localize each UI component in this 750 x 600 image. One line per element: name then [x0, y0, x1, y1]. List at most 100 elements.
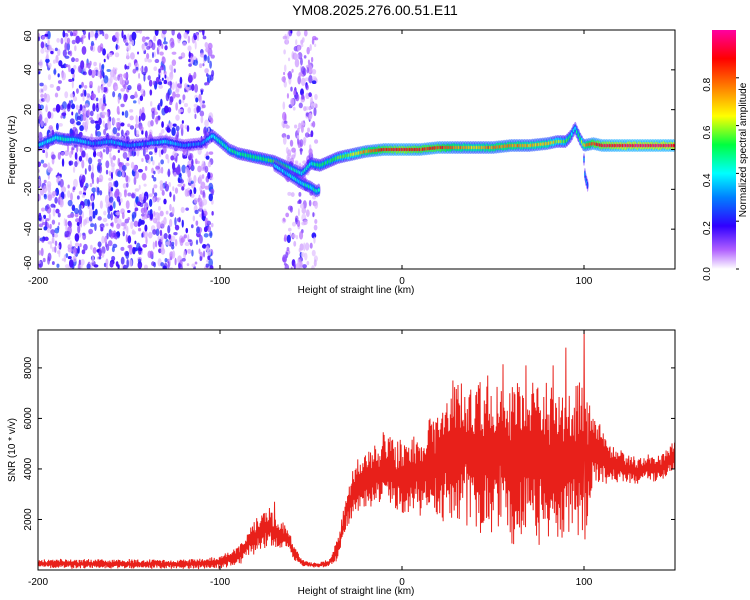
noise-cell	[183, 250, 187, 260]
noise-cell	[96, 151, 102, 157]
noise-cell	[180, 237, 185, 243]
noise-cell	[303, 55, 307, 59]
noise-cell	[45, 105, 48, 113]
noise-cell	[68, 78, 73, 82]
noise-cell	[125, 42, 129, 46]
noise-cell	[168, 181, 172, 188]
noise-cell	[303, 219, 308, 226]
noise-cell	[94, 32, 99, 39]
noise-cell	[42, 257, 46, 263]
noise-cell	[159, 51, 164, 56]
noise-cell	[199, 52, 205, 58]
noise-cell	[134, 240, 137, 245]
x-tick-label: 0	[399, 276, 405, 287]
noise-cell	[306, 67, 310, 74]
noise-cell	[174, 239, 178, 247]
noise-cell	[38, 260, 41, 265]
noise-cell	[47, 194, 53, 202]
noise-cell	[314, 200, 319, 209]
noise-cell	[97, 241, 102, 248]
noise-cell	[72, 255, 77, 263]
noise-cell	[165, 210, 169, 215]
noise-cell	[58, 222, 61, 226]
noise-cell	[114, 69, 117, 75]
noise-cell	[93, 264, 99, 268]
noise-cell	[83, 66, 87, 72]
noise-cell	[108, 170, 112, 176]
noise-cell	[121, 30, 124, 39]
noise-cell	[157, 38, 162, 47]
noise-cell	[69, 150, 73, 159]
noise-cell	[125, 162, 130, 167]
noise-cell	[143, 73, 146, 82]
noise-cell	[70, 67, 75, 75]
noise-cell	[169, 100, 173, 106]
noise-cell	[210, 222, 214, 228]
noise-cell	[90, 223, 95, 228]
noise-cell	[175, 102, 178, 111]
noise-cell	[88, 69, 93, 76]
noise-cell	[161, 77, 164, 81]
noise-cell	[91, 187, 97, 193]
noise-cell	[66, 42, 71, 51]
y-tick-label: -20	[23, 182, 34, 197]
noise-cell	[126, 259, 129, 268]
noise-cell	[67, 236, 71, 240]
noise-cell	[112, 155, 116, 161]
noise-cell	[287, 227, 292, 232]
noise-cell	[296, 219, 301, 228]
noise-cell	[172, 250, 176, 259]
x-tick-label: -200	[28, 276, 48, 287]
noise-cell	[160, 220, 165, 229]
noise-cell	[105, 146, 110, 155]
noise-cell	[93, 61, 97, 67]
noise-cell	[40, 247, 44, 257]
noise-cell	[117, 111, 120, 115]
y-tick-label: 40	[23, 64, 34, 76]
noise-cell	[161, 30, 167, 35]
noise-cell	[137, 51, 140, 55]
noise-cell	[202, 63, 205, 67]
noise-cell	[160, 262, 165, 267]
noise-cell	[38, 250, 42, 256]
noise-cell	[73, 65, 77, 70]
noise-cell	[139, 202, 144, 208]
colorbar: 0.0 0.2 0.4 0.6 0.8 Normalized spectral ampl…	[702, 30, 749, 281]
noise-cell	[119, 162, 124, 166]
noise-cell	[158, 102, 161, 111]
noise-cell	[80, 60, 85, 70]
noise-cell	[174, 224, 180, 231]
noise-cell	[135, 114, 138, 124]
noise-cell	[191, 158, 194, 167]
noise-cell	[127, 33, 130, 40]
noise-cell	[190, 180, 194, 184]
noise-cell	[162, 41, 168, 45]
noise-cell	[314, 219, 318, 224]
colorbar-ticks: 0.0 0.2 0.4 0.6 0.8	[702, 77, 739, 281]
noise-cell	[200, 181, 206, 190]
noise-cell	[68, 259, 74, 268]
noise-cell	[283, 71, 286, 76]
noise-cell	[51, 219, 56, 225]
noise-cell	[117, 264, 120, 269]
noise-cell	[144, 57, 148, 63]
noise-cell	[88, 228, 94, 235]
noise-cell	[313, 236, 316, 244]
noise-cell	[59, 178, 64, 188]
noise-cell	[90, 45, 94, 51]
noise-cell	[43, 179, 47, 184]
noise-cell	[201, 174, 205, 179]
noise-cell	[210, 188, 215, 194]
noise-cell	[44, 49, 50, 53]
noise-cell	[115, 43, 118, 51]
branch-cell-core	[317, 188, 320, 192]
noise-cell	[87, 199, 91, 207]
noise-cell	[101, 111, 107, 116]
noise-cell	[205, 263, 210, 268]
noise-cell	[78, 84, 82, 89]
noise-cell	[175, 125, 180, 132]
noise-cell	[84, 168, 87, 175]
noise-cell	[303, 30, 308, 37]
noise-cell	[128, 246, 133, 255]
noise-cell	[296, 30, 301, 37]
